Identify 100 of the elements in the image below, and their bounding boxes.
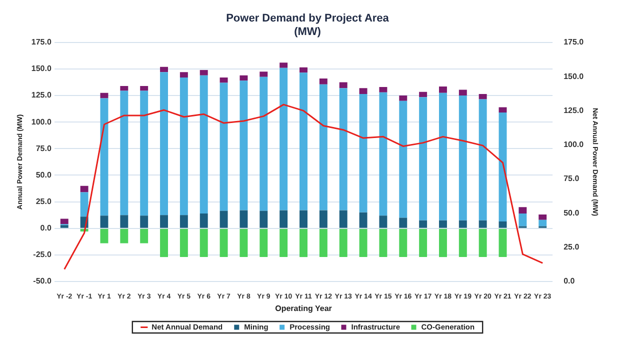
- bar: [160, 228, 168, 258]
- bar: [458, 220, 467, 228]
- bar: [339, 88, 348, 210]
- bar: [339, 82, 348, 88]
- bar: [319, 228, 328, 258]
- y-tick-label: 50.0: [36, 170, 52, 180]
- bar: [478, 228, 487, 258]
- y-tick-label: -25.0: [33, 250, 52, 260]
- bar: [379, 92, 388, 216]
- y-tick-label: 25.0: [36, 197, 52, 206]
- bar: [518, 207, 527, 214]
- bar: [220, 77, 228, 83]
- y-tick-label: -50.0: [33, 276, 52, 286]
- bar: [419, 220, 428, 228]
- bar: [458, 96, 467, 220]
- y-tick-label: 175.0: [31, 38, 52, 47]
- y2-tick-label: 50.0: [564, 208, 580, 218]
- bar: [240, 228, 248, 258]
- bar: [518, 213, 527, 226]
- bar: [379, 228, 388, 258]
- y-tick-label: 100.0: [31, 117, 52, 126]
- bar: [439, 86, 447, 93]
- bar: [200, 228, 208, 258]
- bar: [359, 88, 368, 94]
- bar: [498, 112, 507, 222]
- bar: [80, 186, 88, 192]
- y-tick-label: 0.0: [40, 224, 52, 233]
- y2-tick-label: 25.0: [564, 242, 580, 252]
- bar: [399, 96, 408, 101]
- bar: [140, 228, 148, 244]
- bar: [300, 72, 308, 210]
- chart-title: Power Demand by Project Area: [226, 12, 390, 25]
- bar: [140, 86, 148, 91]
- bar: [180, 228, 188, 258]
- y2-tick-label: 0.0: [564, 276, 576, 286]
- bar: [80, 192, 88, 217]
- bar: [498, 107, 507, 113]
- bar: [300, 210, 308, 228]
- bar: [160, 72, 168, 216]
- y-tick-label: 150.0: [31, 64, 52, 74]
- bar: [439, 228, 447, 258]
- bar: [498, 221, 507, 228]
- bar: [200, 75, 208, 214]
- y-tick-label: 75.0: [36, 144, 52, 153]
- bar: [399, 228, 408, 258]
- bar: [180, 215, 188, 228]
- chart-subtitle: (MW): [294, 26, 322, 38]
- bar: [280, 62, 288, 68]
- bar: [379, 216, 388, 228]
- bar: [100, 98, 108, 216]
- bar: [419, 228, 428, 258]
- y2-tick-label: 150.0: [564, 72, 584, 81]
- bar: [419, 97, 428, 220]
- bar: [220, 82, 228, 211]
- bar: [200, 213, 208, 228]
- bar: [200, 70, 208, 76]
- y2-tick-label: 100.0: [564, 140, 584, 150]
- bar: [319, 78, 328, 84]
- bar: [339, 210, 348, 228]
- bar: [120, 215, 128, 228]
- bar: [240, 210, 248, 228]
- bar: [140, 90, 148, 216]
- bar: [339, 228, 348, 258]
- bar: [419, 92, 428, 98]
- bar: [120, 228, 128, 244]
- bar: [120, 90, 128, 216]
- bar: [538, 220, 547, 226]
- bar: [319, 84, 328, 210]
- bar: [359, 228, 368, 258]
- bar: [399, 218, 408, 228]
- bar: [439, 220, 447, 228]
- bar: [220, 228, 228, 258]
- bar: [319, 210, 328, 228]
- bar: [280, 68, 288, 210]
- bar: [60, 218, 68, 224]
- y-tick-label: 125.0: [31, 90, 52, 100]
- bar: [140, 216, 148, 228]
- bar: [260, 72, 268, 77]
- bar: [180, 72, 188, 78]
- bar: [379, 87, 388, 92]
- bar: [240, 75, 248, 81]
- bar: [100, 228, 108, 244]
- bar: [280, 210, 288, 228]
- bar: [260, 228, 268, 258]
- bar: [180, 77, 188, 216]
- bar: [300, 228, 308, 258]
- bar: [260, 210, 268, 228]
- bar: [359, 94, 368, 212]
- bar: [458, 90, 467, 96]
- bar: [498, 228, 507, 258]
- y2-tick-label: 125.0: [564, 106, 584, 115]
- bar: [439, 92, 447, 220]
- bar: [220, 210, 228, 228]
- x-axis-title: Operating Year: [275, 304, 332, 313]
- bar: [458, 228, 467, 258]
- bar: [399, 100, 408, 218]
- bar: [478, 94, 487, 100]
- bar: [260, 76, 268, 211]
- bar: [120, 86, 128, 91]
- bar: [240, 80, 248, 210]
